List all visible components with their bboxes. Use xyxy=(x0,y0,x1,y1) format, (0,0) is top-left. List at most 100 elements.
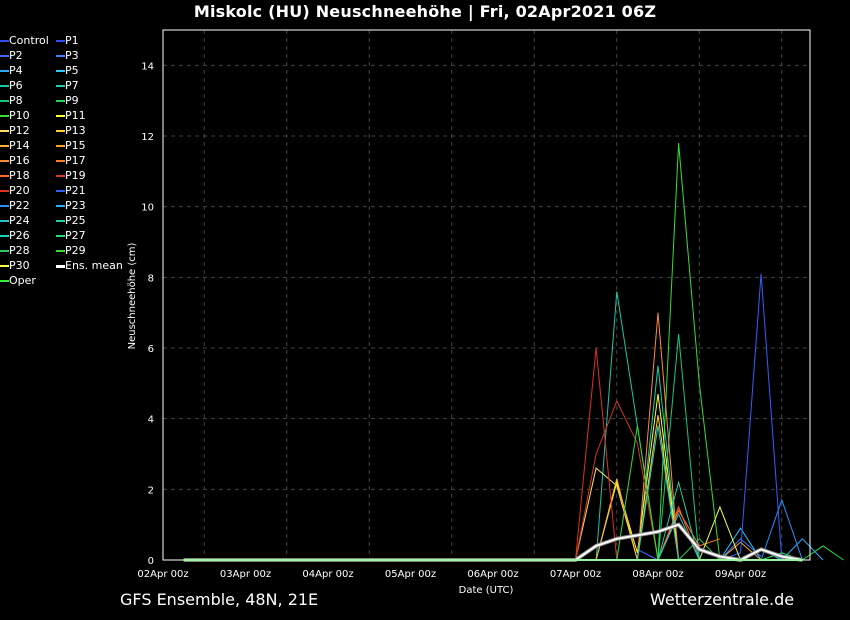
legend-swatch xyxy=(56,265,65,268)
series-line-p17 xyxy=(657,509,721,561)
legend-label: P26 xyxy=(9,229,30,242)
legend-label: P22 xyxy=(9,199,30,212)
series-line-p20 xyxy=(575,347,618,561)
series-line-p29 xyxy=(616,425,659,561)
series-line-p19 xyxy=(575,399,659,561)
series-line-p26 xyxy=(636,425,680,561)
legend-label: P30 xyxy=(9,259,30,272)
x-tick-label: 05Apr 00z xyxy=(385,569,436,580)
legend-swatch xyxy=(0,250,9,252)
legend-swatch xyxy=(0,130,9,132)
x-tick-label: 02Apr 00z xyxy=(137,569,188,580)
series-line-p7 xyxy=(636,365,680,561)
legend-label: P25 xyxy=(65,214,86,227)
series-line-p14 xyxy=(595,478,638,561)
grid xyxy=(163,30,810,560)
legend-label: P15 xyxy=(65,139,86,152)
legend-swatch xyxy=(56,250,65,252)
legend-swatch xyxy=(56,235,65,237)
series-line-p25 xyxy=(657,480,700,561)
legend-swatch xyxy=(56,160,65,162)
legend-label: Control xyxy=(9,34,49,47)
y-tick-label: 14 xyxy=(141,61,154,72)
legend-label: P17 xyxy=(65,154,86,167)
y-tick-label: 6 xyxy=(148,344,154,355)
y-tick-label: 8 xyxy=(148,273,154,284)
legend-label: P19 xyxy=(65,169,86,182)
series-line-p3 xyxy=(719,538,762,561)
legend-label: Ens. mean xyxy=(65,259,123,272)
legend-label: P16 xyxy=(9,154,30,167)
legend-swatch xyxy=(0,145,9,147)
x-tick-label: 07Apr 00z xyxy=(550,569,601,580)
legend-label: P9 xyxy=(65,94,79,107)
legend-swatch xyxy=(0,175,9,177)
series-line-p16 xyxy=(636,312,680,561)
legend-label: P24 xyxy=(9,214,30,227)
legend-swatch xyxy=(0,160,9,162)
legend-swatch xyxy=(56,220,65,222)
legend-swatch xyxy=(56,175,65,177)
x-axis-label: Date (UTC) xyxy=(459,585,514,596)
model-info: GFS Ensemble, 48N, 21E xyxy=(120,590,319,609)
series-line-p21 xyxy=(719,273,783,561)
legend-label: P7 xyxy=(65,79,79,92)
chart-title: Miskolc (HU) Neuschneehöhe | Fri, 02Apr2… xyxy=(193,2,657,21)
series-line-p11 xyxy=(595,393,680,561)
legend-swatch xyxy=(0,70,9,72)
x-tick-label: 09Apr 00z xyxy=(715,569,766,580)
legend-label: P2 xyxy=(9,49,23,62)
legend-swatch xyxy=(56,70,65,72)
legend-label: P10 xyxy=(9,109,30,122)
legend-swatch xyxy=(0,115,9,117)
legend-swatch xyxy=(56,205,65,207)
series-line-p12 xyxy=(575,467,638,561)
y-tick-label: 10 xyxy=(141,203,154,214)
series-line-p9 xyxy=(802,545,844,561)
legend-swatch xyxy=(0,235,9,237)
y-axis-label: Neuschneehöhe (cm) xyxy=(127,242,138,349)
legend-swatch xyxy=(56,130,65,132)
legend-swatch xyxy=(0,220,9,222)
legend-label: P8 xyxy=(9,94,23,107)
legend-label: P1 xyxy=(65,34,79,47)
legend-label: P18 xyxy=(9,169,30,182)
legend-label: P14 xyxy=(9,139,30,152)
legend-swatch xyxy=(56,145,65,147)
series-line-ens-mean xyxy=(183,523,803,562)
site-name: Wetterzentrale.de xyxy=(650,590,795,609)
series-line-p2 xyxy=(637,548,659,561)
legend-swatch xyxy=(56,100,65,102)
legend-label: P23 xyxy=(65,199,86,212)
series-line-p8 xyxy=(657,333,700,561)
y-tick-label: 0 xyxy=(148,556,154,567)
legend-swatch xyxy=(0,280,9,282)
legend-label: P6 xyxy=(9,79,23,92)
y-tick-label: 4 xyxy=(148,415,154,426)
legend-swatch xyxy=(0,40,9,42)
plot-frame xyxy=(162,29,811,561)
series-line-p22 xyxy=(760,498,803,561)
x-tick-label: 03Apr 00z xyxy=(220,569,271,580)
series-layer xyxy=(183,143,844,563)
legend-swatch xyxy=(0,205,9,207)
legend-label: Oper xyxy=(9,274,36,287)
axis-ticks: 02Apr 00z 03Apr 00z 04Apr 00z 05Apr 00z 06Ap… xyxy=(137,61,766,580)
legend-swatch xyxy=(56,115,65,117)
legend-swatch xyxy=(56,85,65,87)
x-tick-label: 08Apr 00z xyxy=(632,569,683,580)
legend-swatch xyxy=(56,40,65,42)
legend-swatch xyxy=(0,190,9,192)
x-tick-label: 04Apr 00z xyxy=(302,569,353,580)
y-tick-label: 2 xyxy=(148,485,154,496)
legend-label: P29 xyxy=(65,244,86,257)
legend-swatch xyxy=(0,265,9,267)
series-line-p23 xyxy=(781,538,824,561)
series-line-p30 xyxy=(698,505,741,561)
legend-label: P13 xyxy=(65,124,86,137)
legend-swatch xyxy=(56,190,65,192)
legend-label: P5 xyxy=(65,64,79,77)
legend-swatch xyxy=(56,55,65,57)
legend-label: P4 xyxy=(9,64,23,77)
